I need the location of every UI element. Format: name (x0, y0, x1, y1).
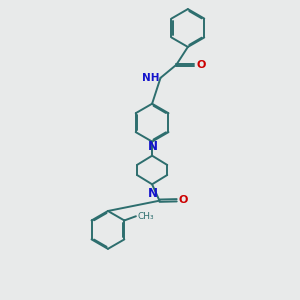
Text: NH: NH (142, 73, 160, 83)
Text: CH₃: CH₃ (137, 212, 154, 221)
Text: N: N (148, 187, 158, 200)
Text: N: N (148, 140, 158, 153)
Text: O: O (196, 60, 206, 70)
Text: O: O (179, 195, 188, 205)
